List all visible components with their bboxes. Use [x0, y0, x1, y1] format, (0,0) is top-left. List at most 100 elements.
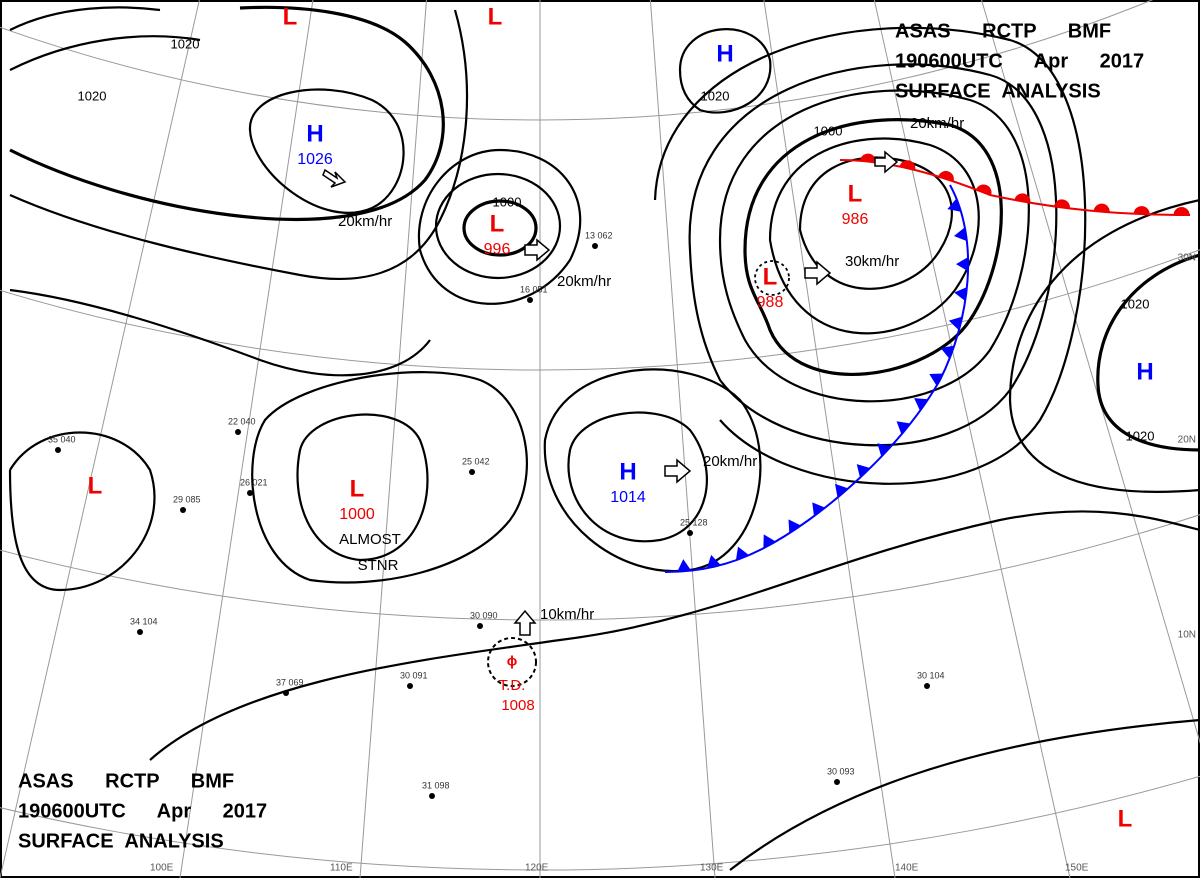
td-label: T.D.: [499, 677, 526, 694]
station-label: 29 085: [173, 494, 201, 504]
pressure-center: L: [488, 3, 503, 30]
isobar-label: 1020: [78, 88, 107, 103]
td-symbol: ɸ: [507, 653, 518, 669]
longitude-label: 100E: [150, 863, 174, 874]
cold-front-triangle: [788, 519, 801, 534]
warm-front-semicircle: [1173, 207, 1190, 216]
cold-front-triangle: [735, 546, 749, 561]
longitude-label: 110E: [330, 863, 353, 874]
central-pressure: 988: [757, 294, 784, 311]
central-pressure: 986: [842, 211, 869, 228]
pressure-center: H: [1136, 358, 1153, 385]
station-label: 35 040: [48, 434, 76, 444]
warm-front-semicircle: [1014, 193, 1031, 203]
header-line: ASAS RCTP BMF: [895, 20, 1111, 42]
movement-label: 20km/hr: [338, 213, 392, 230]
central-pressure: 1026: [297, 151, 333, 168]
isobar-label: 1020: [701, 88, 730, 103]
central-pressure: 1014: [610, 489, 646, 506]
station-dot: [429, 793, 435, 799]
station-dot: [834, 779, 840, 785]
isobar-label: 1000: [814, 123, 843, 138]
movement-label: 20km/hr: [910, 115, 964, 132]
longitude-label: 130E: [700, 863, 724, 874]
cold-front-triangle: [707, 554, 721, 569]
meridian: [649, 0, 716, 878]
station-dot: [687, 530, 693, 536]
isobars: [8, 5, 1200, 871]
front-symbols: [677, 153, 1190, 572]
isobar-label: 1020: [1126, 428, 1155, 443]
station-dot: [477, 623, 483, 629]
station-dot: [180, 507, 186, 513]
cold-front-triangle: [940, 345, 955, 359]
warm-front-semicircle: [899, 160, 916, 170]
pressure-center: L: [350, 475, 365, 502]
pressure-center: H: [306, 120, 323, 147]
station-label: 25 042: [462, 456, 490, 466]
station-dot: [407, 683, 413, 689]
td-pressure: 1008: [501, 697, 534, 714]
header-line: SURFACE ANALYSIS: [18, 830, 224, 852]
central-pressure: 1000: [339, 506, 375, 523]
warm-front-semicircle: [976, 184, 992, 196]
header-line: SURFACE ANALYSIS: [895, 80, 1101, 102]
header-line: 190600UTC Apr 2017: [895, 50, 1144, 72]
isobar-label: 1020: [171, 36, 200, 51]
station-dot: [283, 690, 289, 696]
station-label: 13 062: [585, 230, 613, 240]
pressure-center: L: [490, 210, 505, 237]
movement-label: 10km/hr: [540, 606, 594, 623]
movement-label: 20km/hr: [703, 453, 757, 470]
pressure-center: L: [1118, 805, 1133, 832]
station-dot: [527, 297, 533, 303]
meridian: [359, 0, 427, 878]
station-dot: [247, 490, 253, 496]
cold-front-triangle: [929, 373, 944, 386]
station-dot: [469, 469, 475, 475]
station-label: 34 104: [130, 616, 158, 626]
meridian: [873, 0, 1071, 878]
station-dot: [235, 429, 241, 435]
meridian: [0, 0, 200, 878]
isobar-label: 1020: [1121, 296, 1150, 311]
cold-front-triangle: [956, 257, 969, 272]
station-label: 26 021: [240, 477, 268, 487]
cold-front-triangle: [856, 464, 871, 478]
pressure-center: L: [848, 180, 863, 207]
latitude-label: 10N: [1178, 630, 1196, 641]
latitude-label: 20N: [1178, 435, 1196, 446]
station-dot: [924, 683, 930, 689]
cold-front-triangle: [677, 559, 692, 572]
meridian: [981, 0, 1200, 744]
meridian: [763, 0, 896, 878]
movement-label: 20km/hr: [557, 273, 611, 290]
cold-front-triangle: [763, 534, 776, 549]
station-label: 30 093: [827, 766, 855, 776]
station-dot: [137, 629, 143, 635]
station-label: 16 051: [520, 284, 548, 294]
meridian: [179, 0, 314, 878]
longitude-label: 150E: [1065, 863, 1089, 874]
longitude-label: 140E: [895, 863, 919, 874]
station-label: 37 069: [276, 677, 304, 687]
station-label: 30 090: [470, 610, 498, 620]
labels: ASAS RCTP BMF 190600UTC Apr 2017 SURFACE…: [18, 3, 1196, 873]
cold-front-triangle: [835, 483, 849, 498]
warm-front-semicircle: [859, 153, 876, 163]
cold-front-triangle: [877, 443, 891, 457]
station-label: 25 128: [680, 517, 708, 527]
central-pressure: 996: [484, 241, 511, 258]
warm-front-semicircle: [1054, 199, 1070, 209]
header-line: ASAS RCTP BMF: [18, 770, 234, 792]
station-label: 30 104: [917, 670, 945, 680]
annotation: ALMOST: [339, 531, 401, 548]
warm-front-semicircle: [938, 171, 954, 182]
cold-front-triangle: [947, 198, 962, 212]
annotation: STNR: [358, 557, 399, 574]
pressure-center: H: [716, 40, 733, 67]
station-label: 31 098: [422, 780, 450, 790]
station-dot: [55, 447, 61, 453]
